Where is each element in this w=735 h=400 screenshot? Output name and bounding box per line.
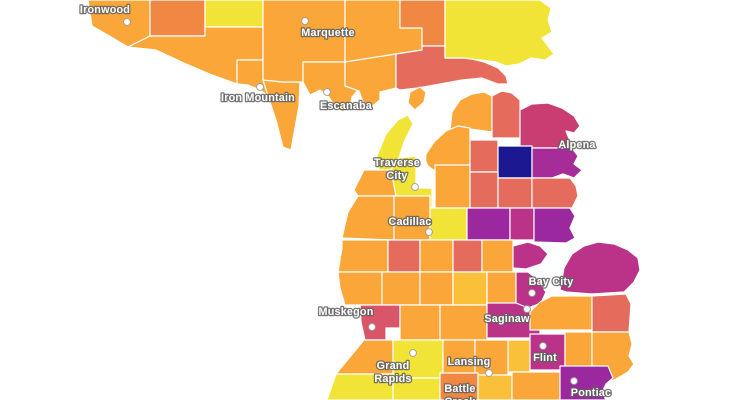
county-osceola[interactable] — [419, 239, 454, 273]
city-dot-marquette — [301, 17, 309, 25]
county-ogemaw[interactable] — [509, 207, 535, 241]
city-label-flint: Flint — [533, 352, 557, 364]
county-ontonagon[interactable] — [149, 0, 206, 37]
county-crawford[interactable] — [469, 171, 499, 209]
county-lapeer[interactable] — [564, 331, 593, 371]
county-newaygo[interactable] — [381, 271, 421, 306]
city-label-muskegon: Muskegon — [319, 306, 374, 318]
city-labels-layer: Ironwood Marquette Iron Mountain Escanaba Tr… — [79, 3, 613, 400]
county-arenac[interactable] — [512, 241, 549, 270]
city-dot-iron-mountain — [256, 83, 264, 91]
county-baraga[interactable] — [204, 0, 264, 28]
county-eaton[interactable] — [439, 372, 479, 400]
city-label-battle-creek: BattleCreek — [444, 383, 476, 400]
county-mason[interactable] — [337, 239, 389, 273]
city-dot-traverse-city — [411, 183, 419, 191]
county-livingston[interactable] — [511, 371, 561, 400]
city-label-iron-mountain: Iron Mountain — [221, 92, 295, 104]
city-dot-escanaba — [323, 88, 331, 96]
county-alpena[interactable] — [531, 147, 583, 179]
city-label-traverse-city: Traverse City — [374, 157, 420, 182]
county-gratiot[interactable] — [439, 304, 488, 341]
city-label-saginaw: Saginaw — [484, 313, 530, 325]
county-montcalm[interactable] — [399, 304, 441, 341]
county-cheboygan[interactable] — [491, 90, 521, 139]
county-beaver-island[interactable] — [407, 86, 427, 111]
city-label-bay-city: Bay City — [529, 276, 574, 288]
city-label-pontiac: Pontiac — [571, 387, 611, 399]
county-shiawassee[interactable] — [507, 339, 531, 373]
city-dot-flint — [539, 342, 547, 350]
county-clare[interactable] — [452, 239, 483, 273]
city-dot-grand-rapids — [409, 349, 417, 357]
county-iosco[interactable] — [533, 207, 576, 244]
county-isabella[interactable] — [452, 271, 488, 306]
county-alcona[interactable] — [531, 177, 579, 209]
county-missaukee[interactable] — [429, 207, 468, 241]
county-emmet[interactable] — [449, 91, 493, 133]
county-lake[interactable] — [387, 239, 421, 273]
county-roscommon[interactable] — [466, 207, 511, 241]
county-mecosta[interactable] — [419, 271, 454, 306]
city-label-ironwood: Ironwood — [80, 4, 130, 16]
county-oceana[interactable] — [337, 271, 383, 306]
city-dots-layer — [123, 17, 578, 385]
county-sanilac[interactable] — [591, 293, 632, 333]
county-gladwin[interactable] — [481, 239, 514, 273]
county-oakland[interactable] — [559, 365, 614, 400]
county-menominee[interactable] — [262, 79, 301, 151]
county-otsego[interactable] — [469, 139, 499, 173]
county-huron[interactable] — [559, 241, 641, 295]
city-label-cadillac: Cadillac — [388, 216, 431, 228]
county-manistee[interactable] — [341, 195, 395, 241]
city-label-grand-rapids: Grand Rapids — [374, 360, 411, 385]
city-label-alpena: Alpena — [558, 139, 596, 151]
city-dot-cadillac — [425, 228, 433, 236]
county-mackinac[interactable] — [395, 45, 509, 91]
county-ingham[interactable] — [477, 374, 513, 400]
county-midland[interactable] — [486, 271, 517, 306]
counties-layer — [87, 0, 641, 400]
city-dot-saginaw — [523, 305, 531, 313]
county-montmorency[interactable] — [497, 145, 533, 179]
county-oscoda[interactable] — [497, 177, 533, 209]
county-charlevoix-antrim[interactable] — [423, 125, 471, 173]
county-allegan[interactable] — [326, 373, 394, 400]
county-chippewa[interactable] — [444, 0, 555, 67]
county-kalkaska[interactable] — [434, 164, 471, 209]
city-dot-bay-city — [528, 289, 536, 297]
county-barry[interactable] — [392, 377, 441, 400]
city-label-escanaba: Escanaba — [320, 100, 373, 112]
city-dot-ironwood — [123, 18, 131, 26]
city-dot-muskegon — [368, 323, 376, 331]
city-dot-lansing — [485, 369, 493, 377]
city-label-marquette: Marquette — [301, 27, 354, 39]
county-grand-traverse-bay[interactable] — [416, 107, 428, 189]
county-benzie[interactable] — [353, 169, 397, 197]
city-label-lansing: Lansing — [448, 356, 491, 368]
city-dot-pontiac — [570, 377, 578, 385]
